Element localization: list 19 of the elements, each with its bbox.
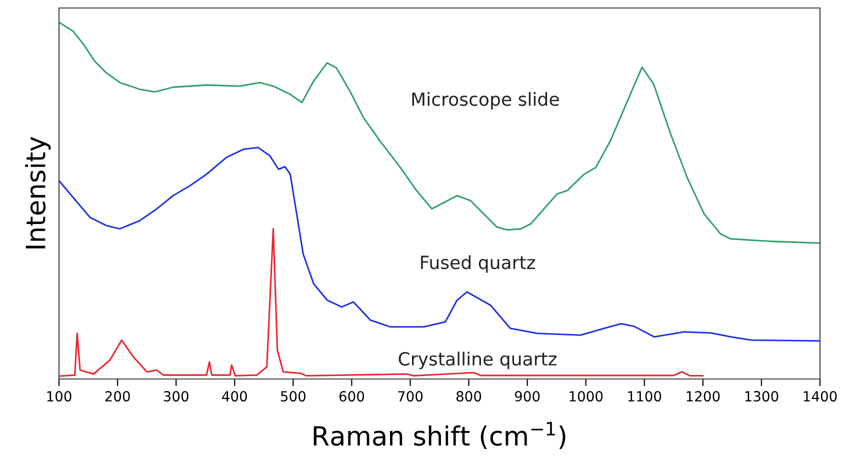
x-axis-title: Raman shift (cm$^{−1}$)	[314, 422, 566, 449]
text: Microscope slide	[412, 92, 559, 110]
x-tick-label: 500	[280, 391, 306, 402]
x-tick-label: 1300	[745, 391, 778, 402]
x-tick-label: 700	[398, 391, 423, 402]
x-tick-label: 1100	[628, 391, 662, 402]
x-tick-label: 1200	[686, 391, 720, 402]
x-tick-label: 900	[514, 391, 540, 402]
y-axis-title: Intensity	[25, 136, 51, 248]
series-label: Crystalline quartz	[398, 352, 557, 370]
x-tick-label: 800	[456, 391, 482, 402]
x-tick-label: 100	[47, 391, 72, 402]
x-tick-label: 200	[105, 391, 130, 402]
x-tick-label: 400	[222, 391, 247, 402]
x-tick-label: 300	[164, 391, 188, 402]
x-tick-label: 600	[339, 391, 364, 402]
x-tick-label: 1400	[804, 391, 837, 402]
series-label: Fused quartz	[421, 255, 536, 273]
x-tick-label: 1000	[570, 391, 603, 402]
